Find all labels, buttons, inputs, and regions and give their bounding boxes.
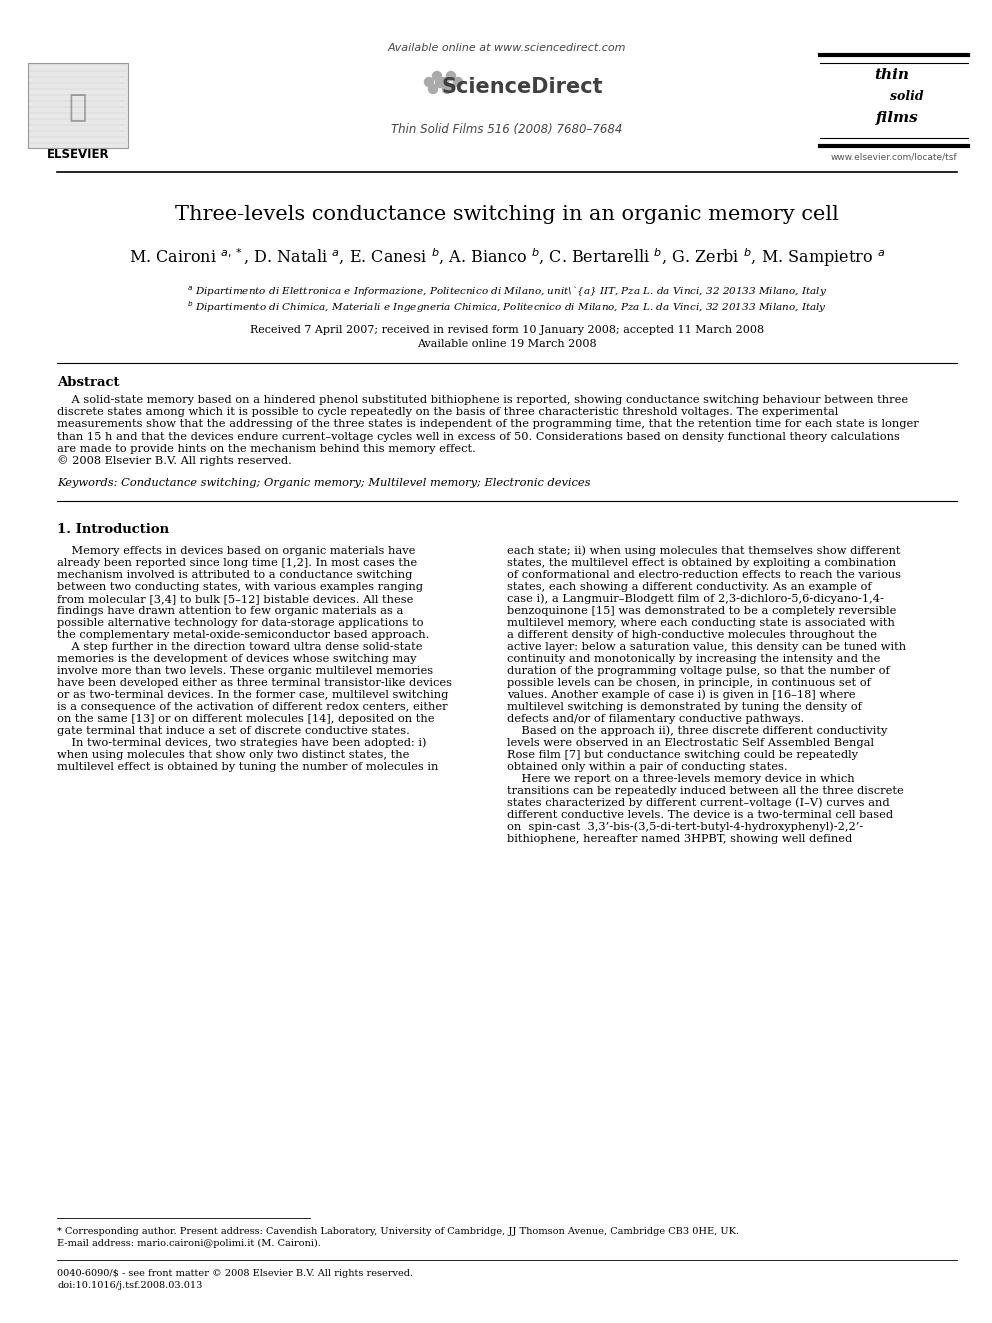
Text: A solid-state memory based on a hindered phenol substituted bithiophene is repor: A solid-state memory based on a hindered… (57, 396, 908, 405)
Text: Memory effects in devices based on organic materials have: Memory effects in devices based on organ… (57, 546, 416, 556)
Text: Received 7 April 2007; received in revised form 10 January 2008; accepted 11 Mar: Received 7 April 2007; received in revis… (250, 325, 764, 335)
Text: Available online at www.sciencedirect.com: Available online at www.sciencedirect.co… (388, 44, 626, 53)
Circle shape (425, 78, 434, 86)
Text: 1. Introduction: 1. Introduction (57, 523, 169, 536)
Text: $^{b}$ Dipartimento di Chimica, Materiali e Ingegneria Chimica, Politecnico di M: $^{b}$ Dipartimento di Chimica, Material… (187, 299, 827, 315)
Text: active layer: below a saturation value, this density can be tuned with: active layer: below a saturation value, … (507, 642, 906, 652)
Text: films: films (876, 111, 919, 124)
Text: levels were observed in an Electrostatic Self Assembled Bengal: levels were observed in an Electrostatic… (507, 738, 874, 749)
Text: measurements show that the addressing of the three states is independent of the : measurements show that the addressing of… (57, 419, 919, 430)
Text: or as two-terminal devices. In the former case, multilevel switching: or as two-terminal devices. In the forme… (57, 691, 448, 700)
Text: $^{a}$ Dipartimento di Elettronica e Informazione, Politecnico di Milano, unit\`: $^{a}$ Dipartimento di Elettronica e Inf… (186, 284, 827, 299)
Text: states characterized by different current–voltage (I–V) curves and: states characterized by different curren… (507, 798, 890, 808)
Text: between two conducting states, with various examples ranging: between two conducting states, with vari… (57, 582, 423, 593)
Text: solid: solid (890, 90, 924, 103)
Text: A step further in the direction toward ultra dense solid-state: A step further in the direction toward u… (57, 642, 423, 652)
Text: gate terminal that induce a set of discrete conductive states.: gate terminal that induce a set of discr… (57, 726, 410, 736)
Text: Three-levels conductance switching in an organic memory cell: Three-levels conductance switching in an… (175, 205, 839, 225)
Text: © 2008 Elsevier B.V. All rights reserved.: © 2008 Elsevier B.V. All rights reserved… (57, 455, 292, 467)
Text: possible alternative technology for data-storage applications to: possible alternative technology for data… (57, 618, 424, 628)
Text: states, each showing a different conductivity. As an example of: states, each showing a different conduct… (507, 582, 872, 593)
Text: memories is the development of devices whose switching may: memories is the development of devices w… (57, 654, 417, 664)
Text: multilevel memory, where each conducting state is associated with: multilevel memory, where each conducting… (507, 618, 895, 628)
Text: involve more than two levels. These organic multilevel memories: involve more than two levels. These orga… (57, 667, 434, 676)
Text: Based on the approach ii), three discrete different conductivity: Based on the approach ii), three discret… (507, 726, 888, 737)
Text: mechanism involved is attributed to a conductance switching: mechanism involved is attributed to a co… (57, 570, 413, 581)
Text: E-mail address: mario.caironi@polimi.it (M. Caironi).: E-mail address: mario.caironi@polimi.it … (57, 1238, 320, 1248)
Text: on  spin-cast  3,3’-bis-(3,5-di-tert-butyl-4-hydroxyphenyl)-2,2’-: on spin-cast 3,3’-bis-(3,5-di-tert-butyl… (507, 822, 863, 832)
Text: ELSEVIER: ELSEVIER (47, 148, 109, 161)
Text: * Corresponding author. Present address: Cavendish Laboratory, University of Cam: * Corresponding author. Present address:… (57, 1226, 739, 1236)
Text: case i), a Langmuir–Blodgett film of 2,3-dichloro-5,6-dicyano-1,4-: case i), a Langmuir–Blodgett film of 2,3… (507, 594, 884, 605)
Text: 0040-6090/$ - see front matter © 2008 Elsevier B.V. All rights reserved.: 0040-6090/$ - see front matter © 2008 El… (57, 1269, 413, 1278)
Text: discrete states among which it is possible to cycle repeatedly on the basis of t: discrete states among which it is possib… (57, 407, 838, 417)
Bar (28, 64, 128, 148)
Circle shape (453, 78, 462, 86)
Text: defects and/or of filamentary conductive pathways.: defects and/or of filamentary conductive… (507, 714, 805, 724)
Text: ScienceDirect: ScienceDirect (441, 77, 603, 97)
Text: than 15 h and that the devices endure current–voltage cycles well in excess of 5: than 15 h and that the devices endure cu… (57, 431, 900, 442)
Text: multilevel switching is demonstrated by tuning the density of: multilevel switching is demonstrated by … (507, 703, 862, 712)
Text: continuity and monotonically by increasing the intensity and the: continuity and monotonically by increasi… (507, 654, 880, 664)
Text: transitions can be repeatedly induced between all the three discrete: transitions can be repeatedly induced be… (507, 786, 904, 796)
Text: have been developed either as three terminal transistor-like devices: have been developed either as three term… (57, 679, 452, 688)
Text: each state; ii) when using molecules that themselves show different: each state; ii) when using molecules tha… (507, 546, 901, 557)
Text: Available online 19 March 2008: Available online 19 March 2008 (418, 339, 597, 349)
Circle shape (433, 71, 441, 81)
Text: states, the multilevel effect is obtained by exploiting a combination: states, the multilevel effect is obtaine… (507, 558, 896, 568)
Text: bithiophene, hereafter named 3HPBT, showing well defined: bithiophene, hereafter named 3HPBT, show… (507, 835, 852, 844)
Circle shape (435, 78, 444, 87)
Text: www.elsevier.com/locate/tsf: www.elsevier.com/locate/tsf (830, 152, 957, 161)
Text: values. Another example of case i) is given in [16–18] where: values. Another example of case i) is gi… (507, 689, 855, 700)
Text: possible levels can be chosen, in principle, in continuous set of: possible levels can be chosen, in princi… (507, 679, 871, 688)
Text: Thin Solid Films 516 (2008) 7680–7684: Thin Solid Films 516 (2008) 7680–7684 (391, 123, 623, 136)
Text: obtained only within a pair of conducting states.: obtained only within a pair of conductin… (507, 762, 788, 773)
Text: Here we report on a three-levels memory device in which: Here we report on a three-levels memory … (507, 774, 855, 785)
Text: a different density of high-conductive molecules throughout the: a different density of high-conductive m… (507, 630, 877, 640)
Text: findings have drawn attention to few organic materials as a: findings have drawn attention to few org… (57, 606, 404, 617)
Text: doi:10.1016/j.tsf.2008.03.013: doi:10.1016/j.tsf.2008.03.013 (57, 1281, 202, 1290)
Text: is a consequence of the activation of different redox centers, either: is a consequence of the activation of di… (57, 703, 447, 712)
Text: Keywords: Conductance switching; Organic memory; Multilevel memory; Electronic d: Keywords: Conductance switching; Organic… (57, 478, 590, 488)
Text: multilevel effect is obtained by tuning the number of molecules in: multilevel effect is obtained by tuning … (57, 762, 438, 773)
Circle shape (446, 71, 455, 81)
Text: already been reported since long time [1,2]. In most cases the: already been reported since long time [1… (57, 558, 417, 568)
Text: are made to provide hints on the mechanism behind this memory effect.: are made to provide hints on the mechani… (57, 443, 476, 454)
Text: from molecular [3,4] to bulk [5–12] bistable devices. All these: from molecular [3,4] to bulk [5–12] bist… (57, 594, 414, 605)
Text: on the same [13] or on different molecules [14], deposited on the: on the same [13] or on different molecul… (57, 714, 434, 724)
Text: Abstract: Abstract (57, 376, 119, 389)
Text: of conformational and electro-reduction effects to reach the various: of conformational and electro-reduction … (507, 570, 901, 581)
Circle shape (442, 85, 451, 94)
Text: the complementary metal-oxide-semiconductor based approach.: the complementary metal-oxide-semiconduc… (57, 630, 430, 640)
Text: benzoquinone [15] was demonstrated to be a completely reversible: benzoquinone [15] was demonstrated to be… (507, 606, 897, 617)
Text: 🌳: 🌳 (68, 94, 87, 123)
Circle shape (429, 85, 437, 94)
Text: when using molecules that show only two distinct states, the: when using molecules that show only two … (57, 750, 410, 761)
Circle shape (439, 78, 448, 86)
Text: In two-terminal devices, two strategies have been adopted: i): In two-terminal devices, two strategies … (57, 738, 427, 749)
Text: different conductive levels. The device is a two-terminal cell based: different conductive levels. The device … (507, 810, 893, 820)
Text: Rose film [7] but conductance switching could be repeatedly: Rose film [7] but conductance switching … (507, 750, 858, 761)
Text: duration of the programming voltage pulse, so that the number of: duration of the programming voltage puls… (507, 667, 890, 676)
Text: M. Caironi $^{a,*}$, D. Natali $^{a}$, E. Canesi $^{b}$, A. Bianco $^{b}$, C. Be: M. Caironi $^{a,*}$, D. Natali $^{a}$, E… (129, 246, 885, 270)
Text: thin: thin (875, 67, 910, 82)
